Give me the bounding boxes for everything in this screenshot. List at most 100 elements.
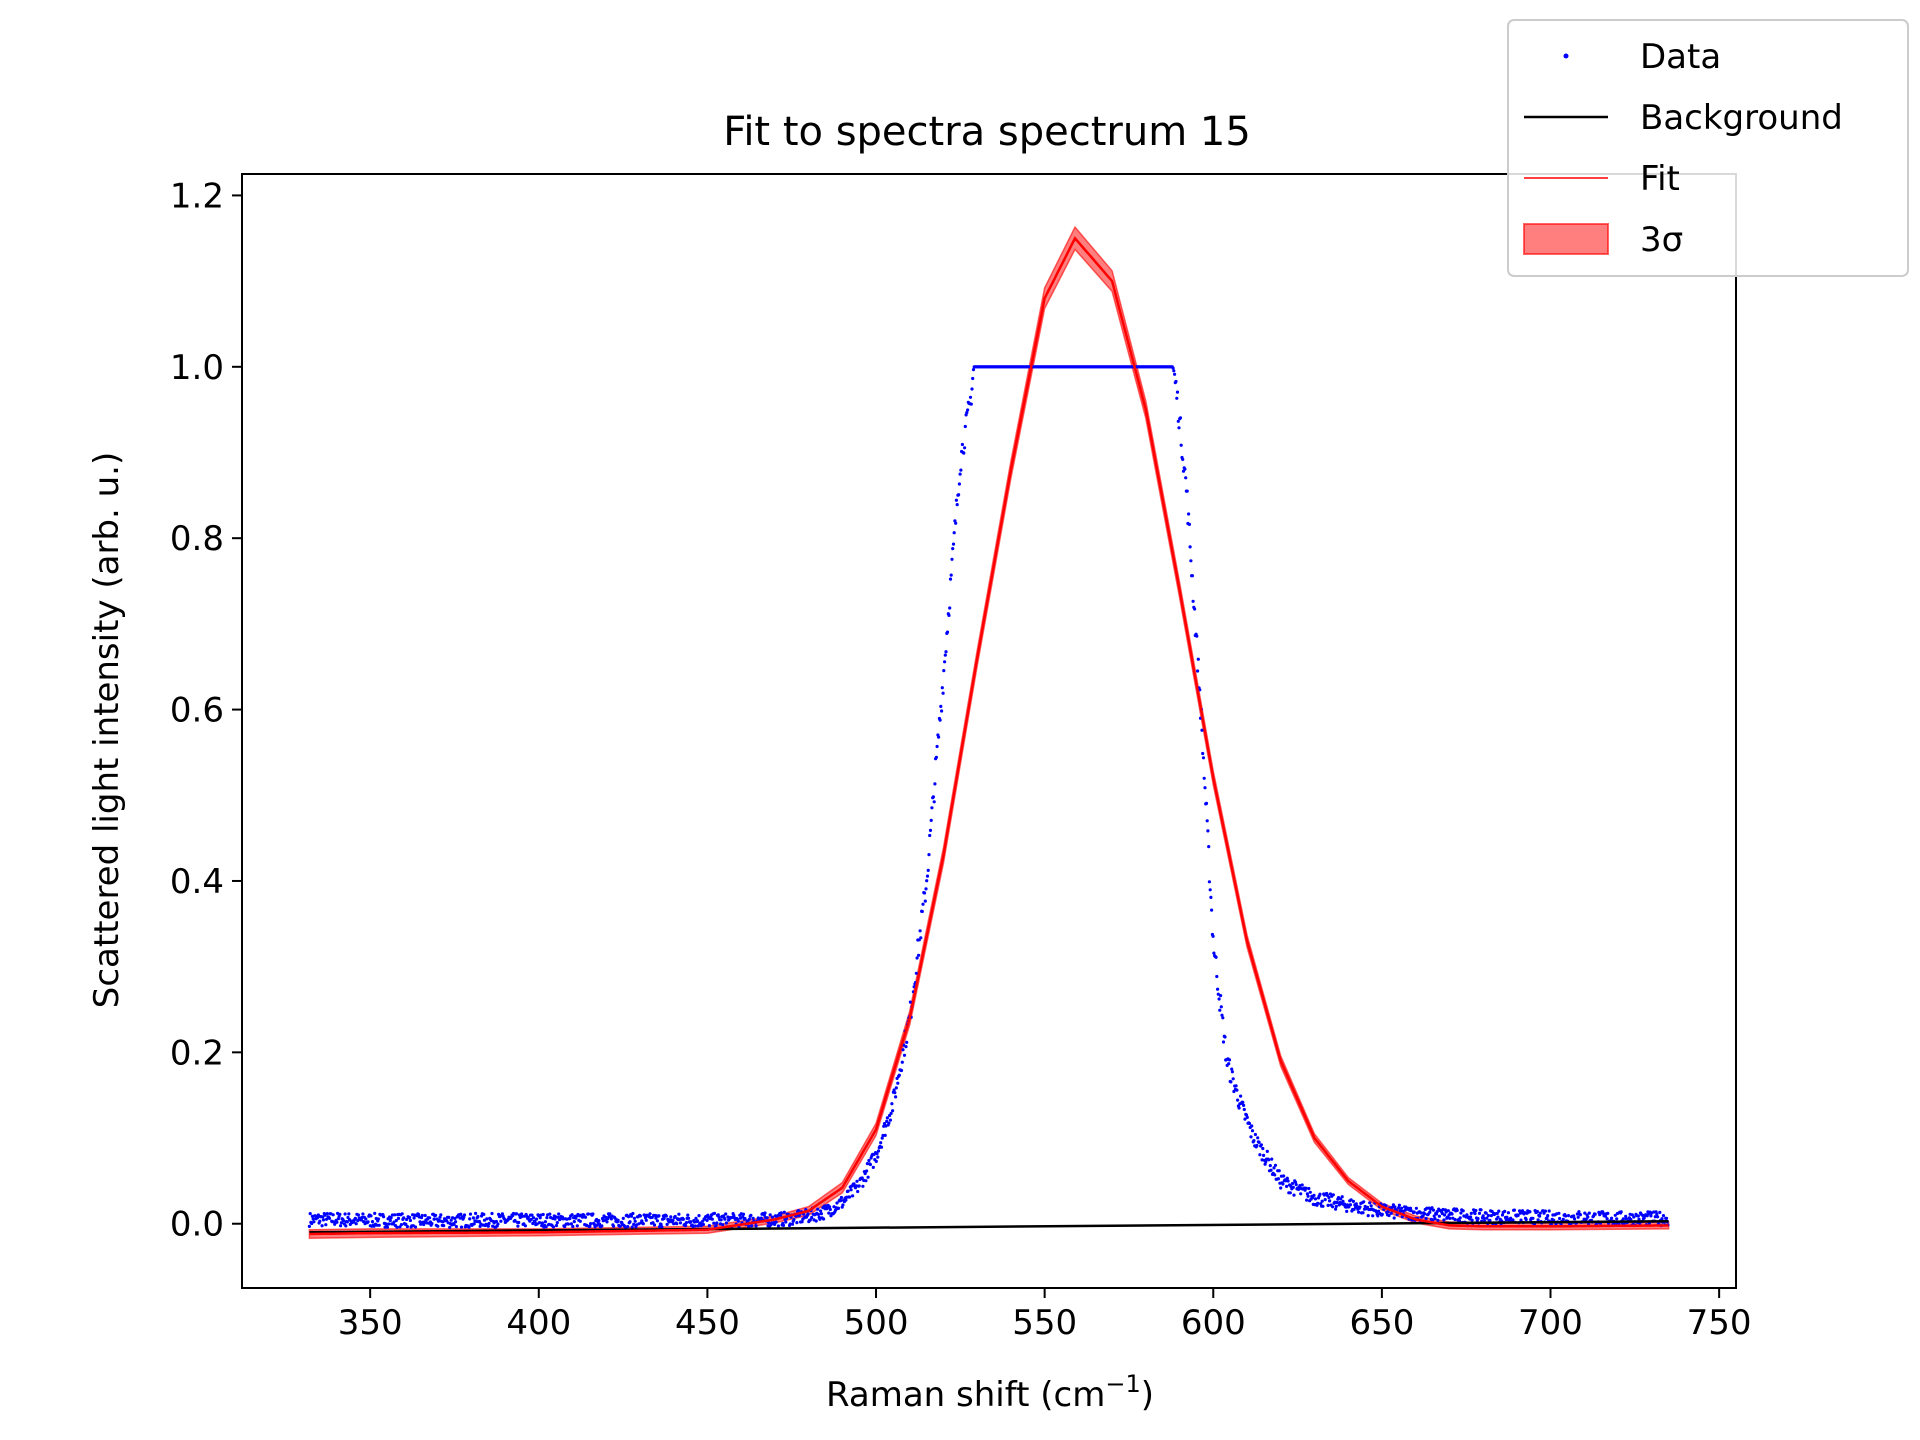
data-point bbox=[376, 1217, 380, 1221]
data-point bbox=[1380, 1212, 1384, 1216]
data-point bbox=[1632, 1215, 1636, 1219]
data-point bbox=[1489, 1214, 1493, 1218]
data-point bbox=[892, 1088, 896, 1092]
data-point bbox=[1366, 1214, 1370, 1218]
data-point bbox=[382, 1215, 386, 1219]
data-point bbox=[338, 1212, 342, 1216]
data-point bbox=[1476, 1217, 1480, 1221]
data-point bbox=[751, 1216, 755, 1220]
data-point bbox=[1453, 1217, 1457, 1222]
data-point bbox=[770, 1215, 775, 1219]
data-point bbox=[940, 686, 944, 690]
data-point bbox=[1215, 974, 1219, 979]
data-point bbox=[925, 874, 930, 878]
data-point bbox=[335, 1220, 339, 1224]
data-point bbox=[971, 368, 976, 372]
data-point bbox=[1181, 457, 1185, 461]
data-point bbox=[747, 1217, 752, 1221]
x-axis-label-superscript: −1 bbox=[1105, 1370, 1140, 1398]
data-point bbox=[1252, 1139, 1256, 1143]
data-point bbox=[430, 1222, 434, 1226]
data-point bbox=[900, 1060, 904, 1064]
data-point bbox=[701, 1222, 706, 1227]
data-point bbox=[1203, 786, 1207, 790]
data-point bbox=[866, 1175, 870, 1179]
data-point bbox=[1465, 1213, 1469, 1217]
data-point bbox=[454, 1225, 458, 1229]
data-point bbox=[1221, 1016, 1225, 1020]
data-point bbox=[1262, 1153, 1266, 1157]
data-point bbox=[1450, 1212, 1454, 1216]
data-point bbox=[373, 1211, 377, 1215]
data-point bbox=[677, 1212, 681, 1216]
data-point bbox=[960, 442, 965, 447]
data-point bbox=[434, 1213, 438, 1217]
data-point bbox=[563, 1225, 567, 1229]
data-point bbox=[1344, 1205, 1348, 1209]
data-point bbox=[971, 376, 975, 381]
data-point bbox=[554, 1223, 559, 1228]
data-point bbox=[1345, 1209, 1349, 1213]
data-point bbox=[939, 704, 943, 709]
data-point bbox=[841, 1203, 845, 1207]
data-point bbox=[556, 1215, 560, 1219]
data-point bbox=[839, 1195, 844, 1200]
data-point bbox=[949, 573, 953, 577]
data-point bbox=[915, 956, 919, 960]
data-point bbox=[1277, 1169, 1281, 1173]
data-point bbox=[1649, 1214, 1653, 1218]
data-point bbox=[526, 1215, 530, 1219]
data-point bbox=[887, 1121, 891, 1125]
data-point bbox=[1528, 1210, 1532, 1214]
data-point bbox=[1227, 1058, 1232, 1062]
data-point bbox=[1223, 1035, 1227, 1039]
data-point bbox=[819, 1209, 823, 1213]
data-point bbox=[1242, 1107, 1246, 1112]
data-point bbox=[784, 1220, 788, 1224]
data-point bbox=[1198, 688, 1202, 692]
data-point bbox=[344, 1224, 348, 1228]
data-point bbox=[1256, 1136, 1260, 1140]
data-point bbox=[591, 1212, 595, 1216]
data-point bbox=[1261, 1146, 1265, 1151]
data-point bbox=[1397, 1203, 1401, 1207]
data-point bbox=[965, 411, 969, 415]
x-tick-label: 350 bbox=[338, 1303, 403, 1343]
data-point bbox=[1531, 1216, 1535, 1220]
data-point bbox=[741, 1215, 745, 1219]
series-data bbox=[307, 365, 1670, 1229]
data-point bbox=[1308, 1190, 1312, 1194]
data-point bbox=[655, 1219, 660, 1223]
data-point bbox=[942, 669, 946, 673]
data-point bbox=[1470, 1218, 1474, 1222]
data-point bbox=[1291, 1185, 1295, 1189]
data-point bbox=[678, 1221, 683, 1225]
data-point bbox=[323, 1213, 327, 1217]
data-point bbox=[462, 1213, 467, 1217]
data-point bbox=[925, 879, 929, 883]
data-point bbox=[1235, 1088, 1239, 1092]
data-point bbox=[454, 1220, 458, 1224]
data-point bbox=[1328, 1192, 1332, 1196]
data-point bbox=[316, 1213, 320, 1217]
data-point bbox=[941, 691, 945, 695]
data-point bbox=[471, 1216, 475, 1220]
data-point bbox=[1390, 1205, 1394, 1210]
data-point bbox=[1424, 1216, 1428, 1221]
data-point bbox=[360, 1215, 364, 1220]
data-point bbox=[578, 1219, 582, 1223]
data-point bbox=[963, 446, 967, 450]
data-point bbox=[882, 1122, 887, 1126]
data-point bbox=[609, 1217, 614, 1221]
data-point bbox=[1191, 599, 1195, 603]
data-point bbox=[626, 1215, 631, 1219]
data-point bbox=[345, 1220, 349, 1224]
data-point bbox=[612, 1224, 616, 1228]
data-point bbox=[1586, 1215, 1590, 1219]
data-point bbox=[860, 1176, 864, 1180]
data-point bbox=[399, 1223, 403, 1227]
data-point bbox=[954, 521, 958, 525]
data-point bbox=[1428, 1210, 1432, 1214]
data-point bbox=[968, 395, 973, 399]
data-point bbox=[1431, 1208, 1436, 1212]
